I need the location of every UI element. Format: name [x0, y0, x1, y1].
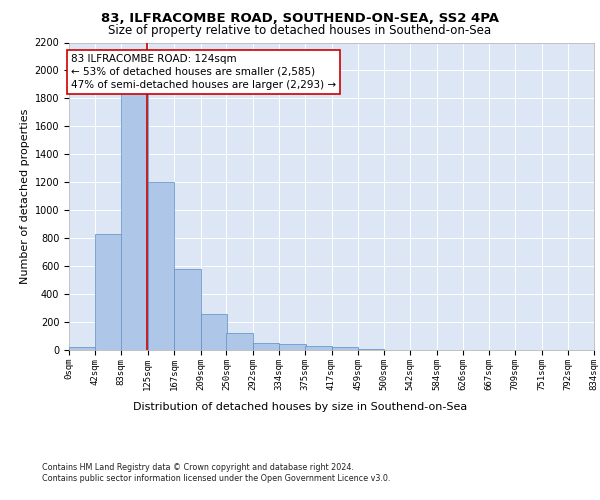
- Bar: [253, 343, 279, 350]
- Bar: [174, 269, 200, 350]
- Bar: [279, 344, 305, 350]
- Bar: [331, 347, 358, 350]
- Text: Distribution of detached houses by size in Southend-on-Sea: Distribution of detached houses by size …: [133, 402, 467, 412]
- Text: 83 ILFRACOMBE ROAD: 124sqm
← 53% of detached houses are smaller (2,585)
47% of s: 83 ILFRACOMBE ROAD: 124sqm ← 53% of deta…: [71, 54, 336, 90]
- Y-axis label: Number of detached properties: Number of detached properties: [20, 108, 31, 284]
- Bar: [148, 182, 174, 350]
- Bar: [226, 332, 253, 350]
- Text: Contains HM Land Registry data © Crown copyright and database right 2024.: Contains HM Land Registry data © Crown c…: [42, 462, 354, 471]
- Bar: [200, 314, 227, 350]
- Bar: [305, 346, 331, 350]
- Text: Size of property relative to detached houses in Southend-on-Sea: Size of property relative to detached ho…: [109, 24, 491, 37]
- Text: 83, ILFRACOMBE ROAD, SOUTHEND-ON-SEA, SS2 4PA: 83, ILFRACOMBE ROAD, SOUTHEND-ON-SEA, SS…: [101, 12, 499, 26]
- Bar: [95, 234, 122, 350]
- Bar: [69, 347, 95, 350]
- Text: Contains public sector information licensed under the Open Government Licence v3: Contains public sector information licen…: [42, 474, 391, 483]
- Bar: [121, 78, 148, 350]
